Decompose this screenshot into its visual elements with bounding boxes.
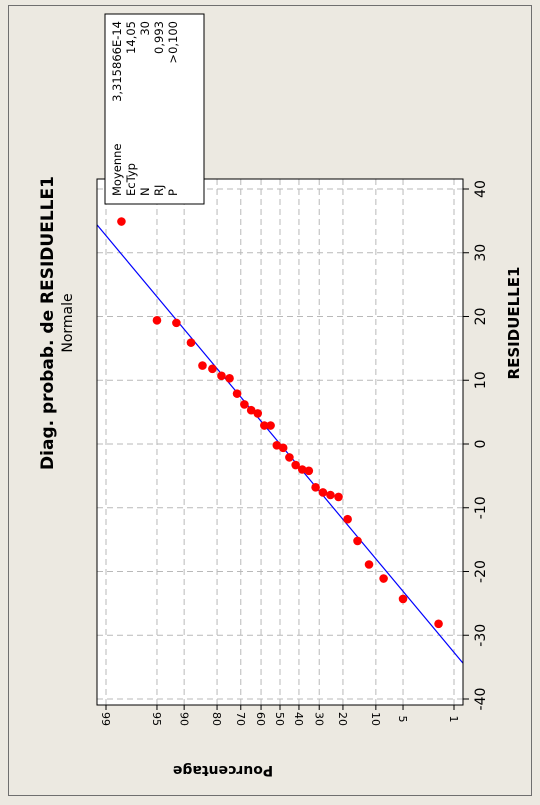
x-tick-label: 30: [473, 244, 489, 262]
data-point: [172, 318, 181, 328]
x-axis: -40 -30 -20 -10 0 10 20 30 40: [463, 180, 489, 710]
data-point: [434, 619, 443, 629]
data-point: [379, 574, 388, 583]
stats-table: Moyenne 3,315866E-14 EcTyp 14,05 N 30 RJ 0,993 P…: [110, 21, 180, 196]
data-point: [208, 364, 217, 374]
x-tick-label: -40: [473, 688, 489, 711]
data-point: [260, 421, 269, 430]
data-point: [343, 514, 352, 524]
y-tick-label: 10: [369, 712, 382, 726]
x-tick-label: 20: [473, 308, 489, 326]
data-point: [398, 594, 408, 604]
x-tick-label: 10: [473, 371, 489, 389]
data-point: [297, 465, 307, 474]
data-point: [253, 409, 263, 418]
y-tick-label: 50: [273, 712, 286, 726]
data-point: [318, 488, 328, 497]
data-point: [272, 440, 282, 450]
x-tick-label: -30: [473, 624, 489, 647]
y-tick-label: 90: [177, 712, 190, 726]
stat-label: RJ: [152, 185, 166, 196]
y-tick-label: 20: [336, 712, 349, 726]
stat-value: 0,993: [152, 21, 166, 54]
stat-label: EcTyp: [124, 163, 138, 196]
data-point: [326, 490, 335, 500]
data-point: [240, 400, 249, 409]
data-point: [364, 560, 374, 569]
y-tick-label: 1: [447, 716, 460, 723]
data-point: [232, 389, 242, 398]
stat-value: 14,05: [124, 21, 138, 54]
data-point: [117, 217, 126, 226]
y-tick-label: 60: [254, 712, 267, 726]
stat-label: N: [138, 187, 152, 196]
stat-value: >0,100: [166, 21, 180, 64]
data-point: [334, 492, 343, 502]
data-point: [198, 361, 207, 370]
stats-box: [104, 13, 205, 205]
data-points: [117, 217, 443, 629]
chart-title: Diag. probab. de RESIDUELLE1: [38, 176, 58, 470]
x-axis-label: RESIDUELLE1: [505, 267, 523, 380]
x-tick-label: -10: [473, 496, 489, 519]
y-tick-label: 5: [396, 716, 409, 723]
data-point: [152, 316, 162, 325]
x-tick-label: 40: [473, 180, 489, 198]
stat-label: Moyenne: [110, 144, 124, 197]
data-point: [353, 536, 362, 546]
data-point: [291, 460, 300, 470]
chart-subtitle: Normale: [60, 293, 76, 352]
data-point: [186, 338, 196, 347]
stat-value: 3,315866E-14: [110, 21, 124, 102]
x-tick-label: -20: [473, 560, 489, 583]
y-tick-label: 70: [234, 712, 247, 726]
y-tick-label: 30: [312, 712, 325, 726]
data-point: [217, 371, 226, 381]
data-point: [304, 466, 314, 476]
x-tick-label: 0: [473, 440, 489, 449]
data-point: [246, 405, 256, 415]
y-tick-label: 99: [99, 712, 112, 726]
data-point: [266, 421, 275, 430]
y-tick-label: 95: [150, 712, 163, 726]
y-axis: 1 5 10 20 30 40 50 60 70 80 90 95 99: [99, 705, 460, 726]
y-tick-label: 40: [292, 712, 305, 726]
stat-value: 30: [138, 21, 152, 36]
data-point: [285, 453, 294, 462]
data-point: [311, 483, 320, 492]
y-tick-label: 80: [210, 712, 223, 726]
y-axis-label: Pourcentage: [173, 762, 273, 778]
data-point: [225, 374, 234, 383]
stat-label: P: [166, 189, 180, 196]
grid: [97, 179, 463, 705]
